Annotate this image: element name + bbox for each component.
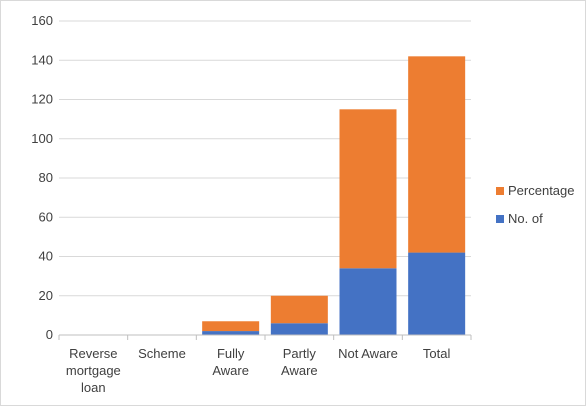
- legend: Percentage No. of: [496, 183, 575, 226]
- x-tick-label: Fully Aware: [212, 346, 249, 378]
- bar-segment: [270, 323, 328, 335]
- bar-segment: [339, 109, 397, 269]
- x-tick-label-line: Total: [423, 346, 451, 361]
- x-tick-label-line: Scheme: [138, 346, 186, 361]
- x-tick-label: Partly Aware: [281, 346, 318, 378]
- x-axis: [58, 334, 472, 340]
- bar-segment: [202, 321, 260, 332]
- x-tick-label-line: Aware: [281, 363, 318, 378]
- y-tick-label: 0: [46, 327, 53, 342]
- y-tick-label: 80: [39, 170, 53, 185]
- bar-segment: [339, 268, 397, 335]
- x-tick-label-line: loan: [81, 380, 106, 395]
- y-tick-label: 60: [39, 209, 53, 224]
- x-tick-label-line: Reverse: [69, 346, 117, 361]
- x-tick-label: Scheme: [138, 346, 186, 361]
- x-tick-label-line: mortgage: [66, 363, 121, 378]
- bar-segment: [408, 56, 466, 253]
- y-tick-label: 160: [31, 13, 53, 28]
- x-tick-label-line: Fully: [217, 346, 245, 361]
- gridlines: [59, 20, 471, 297]
- legend-swatch: [496, 215, 504, 223]
- y-tick-label: 20: [39, 288, 53, 303]
- y-tick-label: 40: [39, 249, 53, 264]
- x-tick-label: Not Aware: [338, 346, 398, 361]
- legend-item: Percentage: [496, 183, 575, 198]
- y-tick-label: 140: [31, 52, 53, 67]
- x-tick-label-line: Partly: [283, 346, 317, 361]
- bar-segment: [202, 331, 260, 335]
- x-tick-label: Total: [423, 346, 451, 361]
- x-tick-label-line: Not Aware: [338, 346, 398, 361]
- x-tick-label: Reverse mortgage loan: [66, 346, 121, 395]
- bars: [202, 56, 466, 335]
- legend-label: No. of: [508, 211, 543, 226]
- bar-segment: [270, 295, 328, 324]
- legend-swatch: [496, 187, 504, 195]
- y-axis-ticks: 0 20 40 60 80 100 120 140 160: [31, 13, 53, 342]
- x-tick-label-line: Aware: [212, 363, 249, 378]
- y-tick-label: 100: [31, 131, 53, 146]
- y-tick-label: 120: [31, 92, 53, 107]
- legend-item: No. of: [496, 211, 543, 226]
- bar-segment: [408, 252, 466, 335]
- legend-label: Percentage: [508, 183, 575, 198]
